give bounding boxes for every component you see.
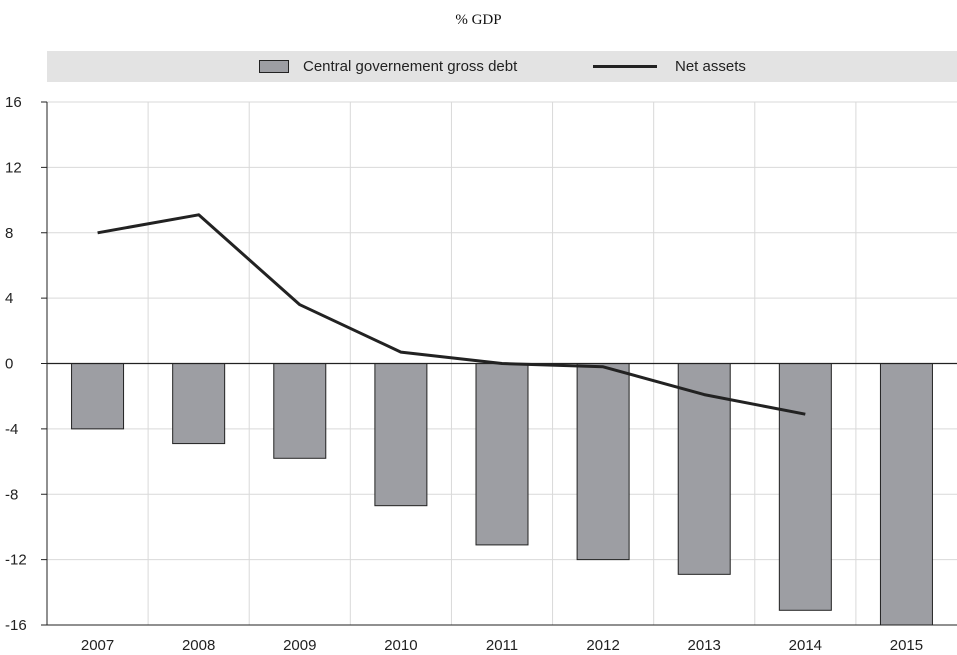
legend-item-net-assets: Net assets [593,51,746,82]
x-tick-label-2009: 2009 [283,637,316,654]
y-tick-label-6: -8 [5,486,18,503]
y-tick-label-5: -4 [5,421,18,438]
x-tick-label-2015: 2015 [890,637,923,654]
bar-2014 [778,363,832,611]
y-tick-label-2: 8 [5,225,13,242]
legend-item-gross-debt: Central governement gross debt [259,51,517,82]
x-tick-label-2007: 2007 [81,637,114,654]
legend: Central governement gross debt Net asset… [47,51,957,82]
bar-2012 [576,363,630,561]
y-tick-label-8: -16 [5,617,27,634]
bar-2008 [172,363,226,445]
bar-2015 [879,363,933,626]
y-tick-label-3: 4 [5,290,13,307]
y-tick-label-4: 0 [5,356,13,373]
x-tick-label-2014: 2014 [789,637,822,654]
line-net-assets [97,213,806,416]
x-tick-label-2008: 2008 [182,637,215,654]
y-tick-label-1: 12 [5,159,22,176]
legend-swatch-gross-debt [259,60,289,73]
y-tick-label-0: 16 [5,94,22,111]
x-tick-label-2013: 2013 [688,637,721,654]
x-tick-label-2010: 2010 [384,637,417,654]
x-tick-label-2011: 2011 [486,637,518,654]
legend-label-gross-debt: Central governement gross debt [303,58,518,75]
bar-2011 [475,363,529,546]
y-tick-label-7: -12 [5,552,27,569]
x-tick-label-2012: 2012 [586,637,619,654]
legend-label-net-assets: Net assets [675,58,746,75]
bar-2010 [374,363,428,507]
bar-2009 [273,363,327,459]
bar-2007 [71,363,125,430]
chart-subtitle: % GDP [455,12,502,28]
legend-swatch-net-assets [593,65,657,68]
